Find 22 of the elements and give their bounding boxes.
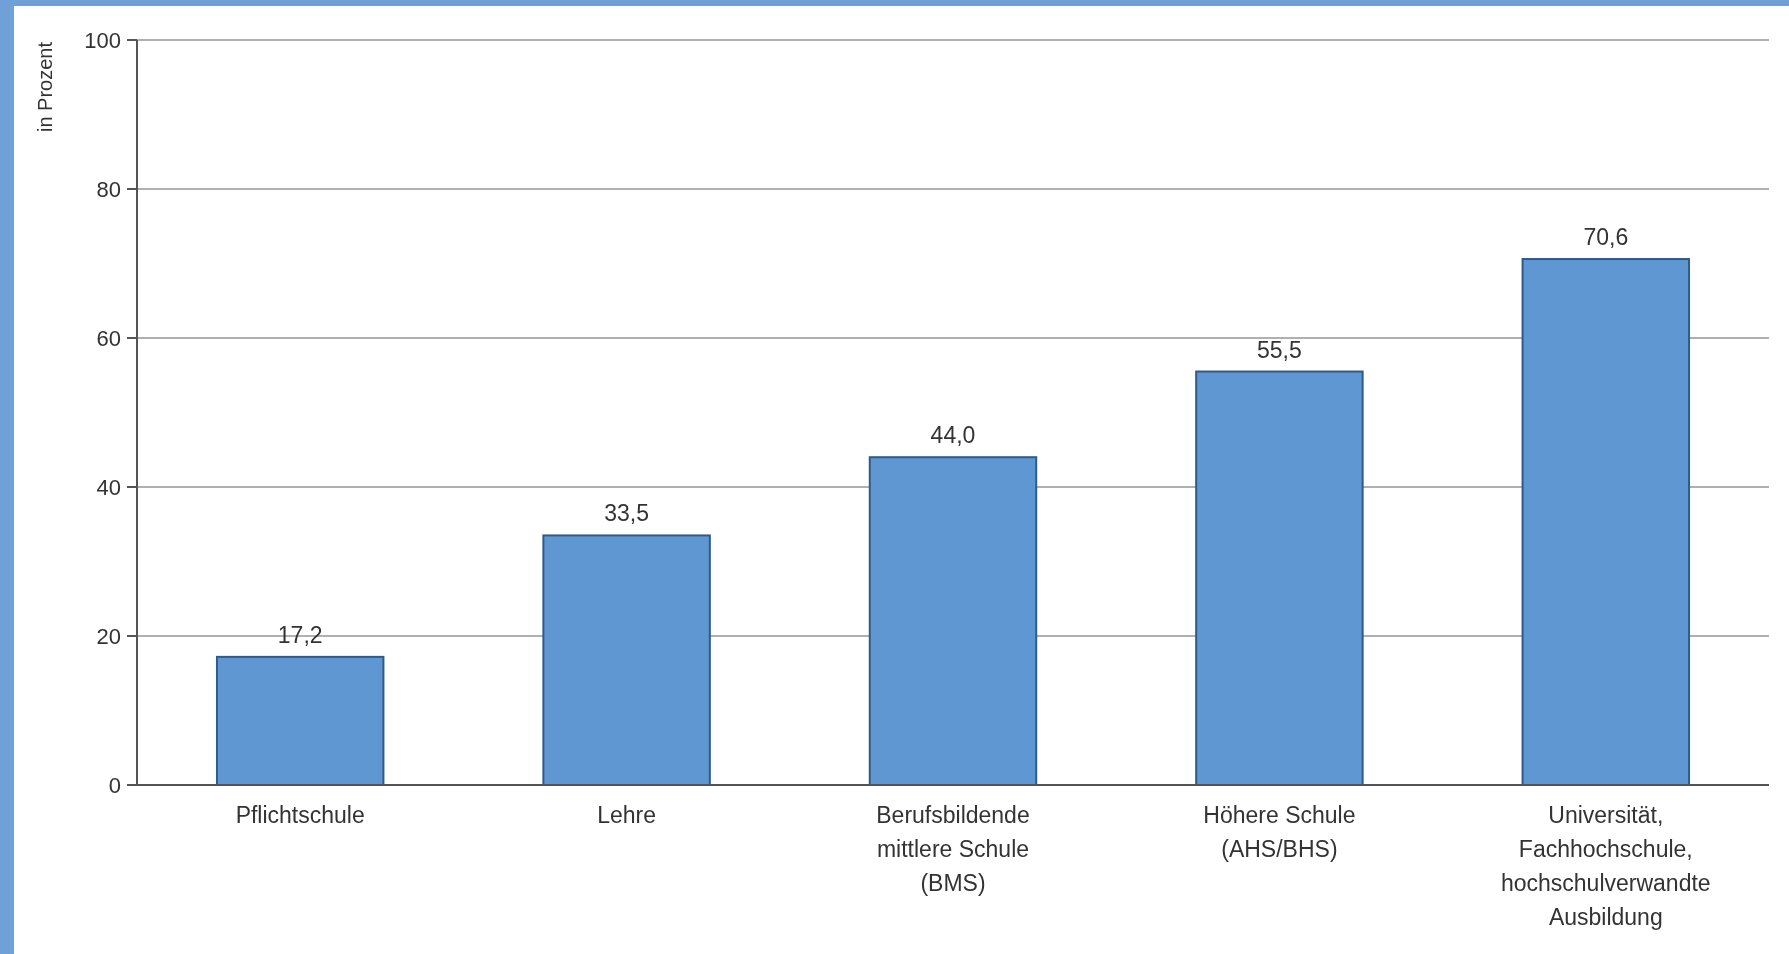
data-label: 17,2 [277,621,323,648]
y-tick-label: 20 [96,623,121,649]
data-label: 70,6 [1583,224,1629,251]
y-tick-label: 40 [96,474,121,500]
x-tick-label: Lehre [597,802,657,828]
y-tick-label: 0 [108,772,121,798]
data-label: 55,5 [1257,336,1302,363]
x-tick-label: Höhere Schule (AHS/BHS) [1203,802,1356,862]
x-tick-label: Berufsbildende mittlere Schule (BMS) [876,802,1030,896]
bar [1521,258,1691,786]
bar [215,655,385,786]
data-label: 33,5 [604,500,649,527]
y-tick-label: 80 [96,176,121,202]
x-tick-label: Universität, Fachhochschule, hochschulverwandte Ausbildung [1500,802,1711,930]
y-tick-label: 60 [96,325,121,351]
data-label: 44,0 [930,422,976,449]
bar [542,534,711,786]
y-axis-title: in Prozent [34,41,56,133]
x-tick-label: Pflichtschule [235,802,365,828]
bar [868,456,1038,786]
y-tick-label: 100 [84,27,121,53]
bar [1195,370,1364,786]
